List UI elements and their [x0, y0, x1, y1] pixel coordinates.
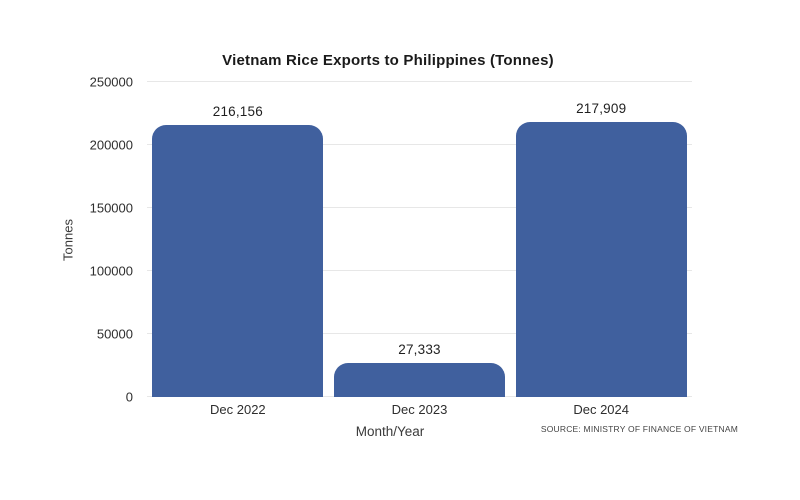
x-axis-title: Month/Year [355, 424, 425, 439]
bar [152, 124, 324, 397]
gridline [147, 81, 692, 82]
y-tick-label: 100000 [89, 263, 133, 279]
bar-value-label: 216,156 [212, 103, 263, 119]
chart-title: Vietnam Rice Exports to Philippines (Ton… [222, 52, 554, 69]
bars-row: 216,156 27,333 217,909 [147, 82, 692, 397]
y-tick-label: 0 [125, 389, 133, 405]
x-tick-label: Dec 2024 [573, 402, 629, 417]
gridline [147, 270, 692, 271]
bar-value-label: 217,909 [576, 101, 627, 117]
gridline [147, 207, 692, 208]
bar [334, 362, 505, 397]
y-axis-tick-labels: 0 50000 100000 150000 200000 250000 [40, 75, 140, 405]
source-note: SOURCE: MINISTRY OF FINANCE OF VIETNAM [540, 424, 738, 434]
plot-area: 216,156 27,333 217,909 [147, 81, 692, 397]
bar-group: 27,333 [329, 82, 511, 397]
bar-value-label: 27,333 [398, 341, 441, 357]
y-tick-label: 150000 [89, 200, 133, 216]
bar-group: 217,909 [510, 82, 692, 397]
y-tick-label: 50000 [96, 326, 133, 342]
gridline [147, 333, 692, 334]
x-axis-tick-labels: Dec 2022 Dec 2023 Dec 2024 [147, 402, 692, 417]
x-tick-label: Dec 2023 [391, 402, 448, 417]
bar-group: 216,156 [147, 82, 329, 397]
y-tick-label: 200000 [89, 137, 133, 153]
x-tick-label: Dec 2022 [210, 402, 266, 417]
y-tick-label: 250000 [89, 74, 133, 90]
bar [515, 122, 687, 397]
gridline [147, 144, 692, 145]
